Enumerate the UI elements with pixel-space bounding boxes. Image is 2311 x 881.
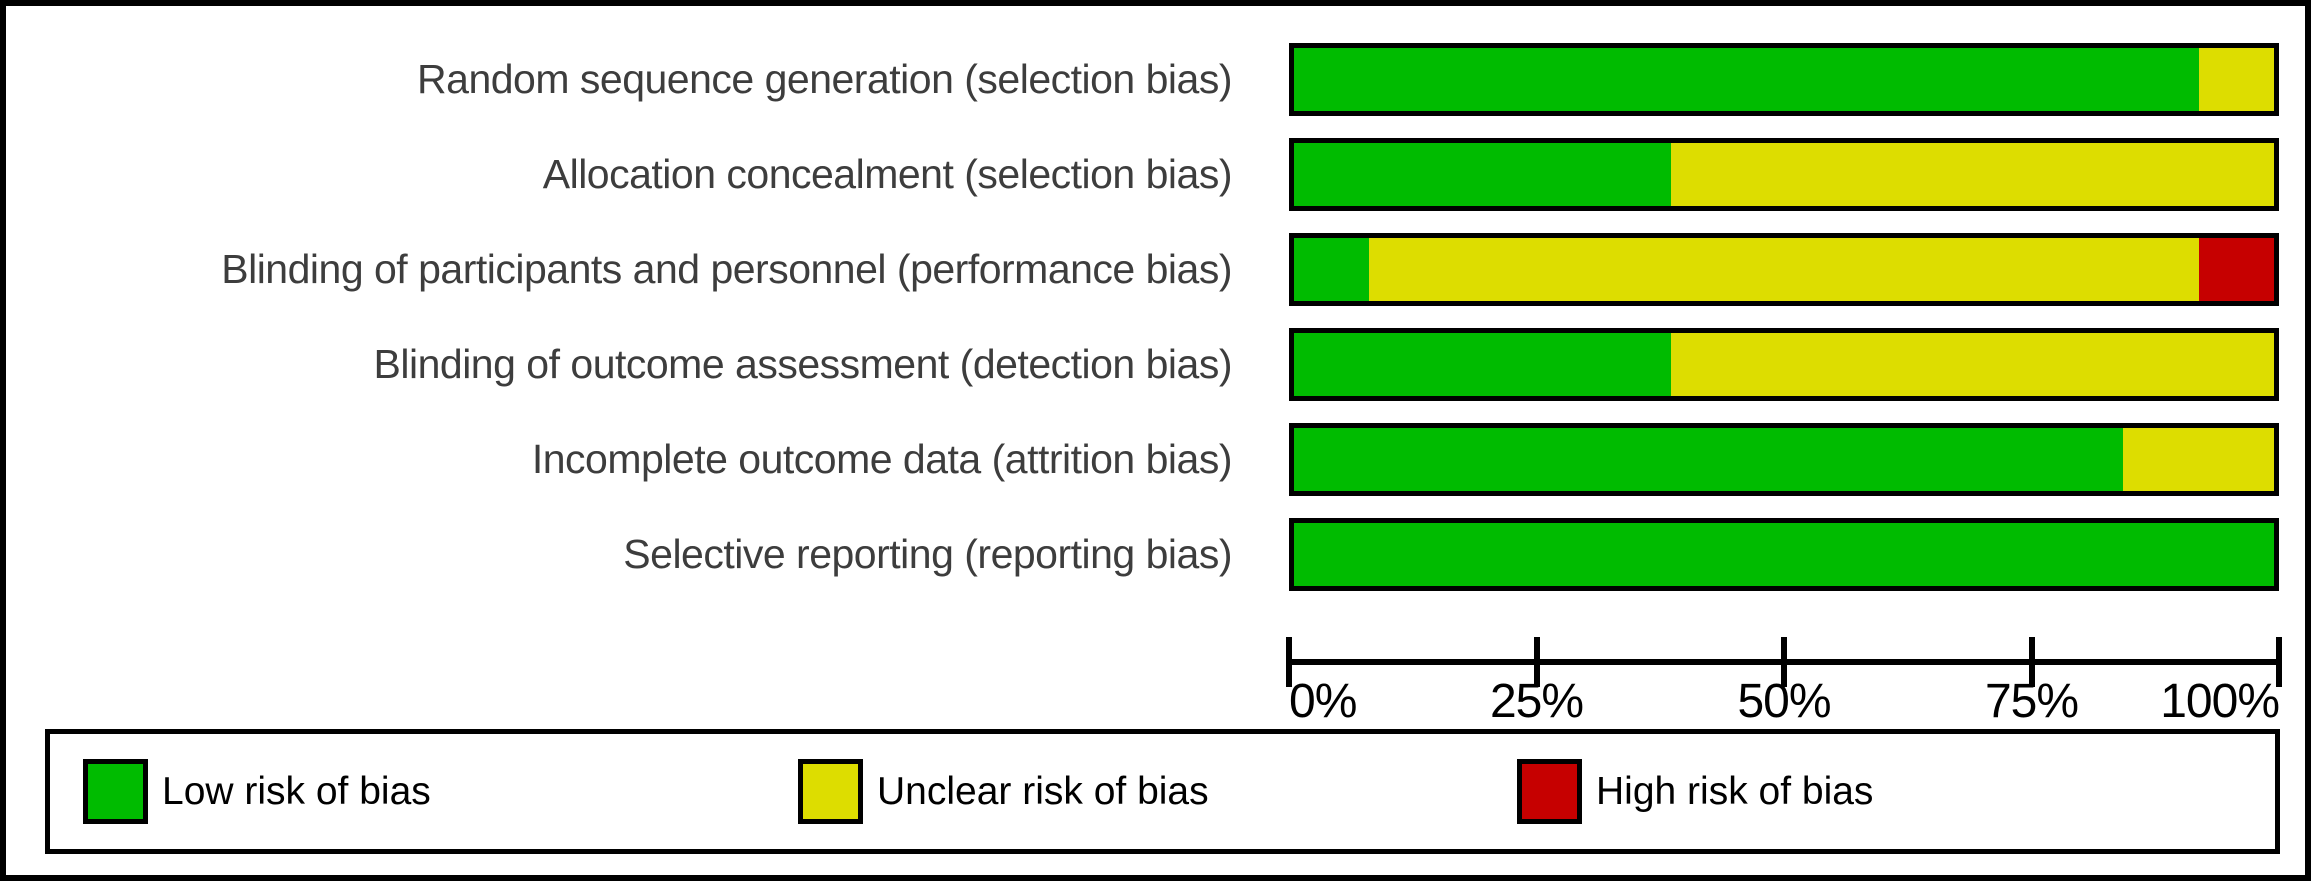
legend-item-unclear: Unclear risk of bias: [798, 734, 1209, 849]
stacked-bar: [1289, 328, 2279, 401]
bar-segment-unclear: [1671, 333, 2274, 396]
axis-tick: [1286, 637, 1292, 687]
bar-segment-high: [2198, 238, 2274, 301]
axis-tick-label: 25%: [1489, 675, 1584, 728]
row-label: Blinding of outcome assessment (detectio…: [373, 341, 1233, 387]
bar-segment-unclear: [2198, 48, 2274, 111]
bar-segment-low: [1294, 333, 1672, 396]
stacked-bar: [1289, 233, 2279, 306]
row-label: Random sequence generation (selection bi…: [417, 56, 1232, 102]
legend-swatch: [1517, 759, 1582, 824]
bar-segment-low: [1294, 523, 2274, 586]
legend-label: High risk of bias: [1596, 769, 1874, 813]
legend-swatch: [798, 759, 863, 824]
stacked-bar: [1289, 423, 2279, 496]
bar-segment-unclear: [1369, 238, 2199, 301]
legend-label: Low risk of bias: [162, 769, 431, 813]
bar-segment-low: [1294, 48, 2199, 111]
legend: Low risk of bias Unclear risk of bias High…: [45, 729, 2280, 854]
bar-segment-unclear: [1671, 143, 2274, 206]
axis-tick: [1781, 637, 1787, 687]
axis-tick-label: 0%: [1289, 675, 1357, 728]
row-label: Blinding of participants and personnel (…: [221, 246, 1232, 292]
bar-segment-unclear: [2123, 428, 2274, 491]
legend-item-low: Low risk of bias: [83, 734, 431, 849]
axis-tick-label: 50%: [1737, 675, 1831, 728]
bar-segment-low: [1294, 428, 2124, 491]
legend-item-high: High risk of bias: [1517, 734, 1873, 849]
axis-tick: [2028, 637, 2035, 687]
axis-tick: [2276, 637, 2282, 687]
bar-segment-low: [1294, 143, 1672, 206]
axis-tick: [1533, 637, 1540, 687]
legend-swatch: [83, 759, 148, 824]
stacked-bar: [1289, 43, 2279, 116]
bar-segment-low: [1294, 238, 1370, 301]
row-label: Selective reporting (reporting bias): [623, 531, 1232, 577]
row-label: Incomplete outcome data (attrition bias): [531, 436, 1233, 482]
stacked-bar: [1289, 518, 2279, 591]
axis-tick-label: 100%: [2160, 675, 2280, 728]
row-label: Allocation concealment (selection bias): [542, 151, 1233, 197]
axis-tick-label: 75%: [1984, 675, 2079, 728]
legend-label: Unclear risk of bias: [877, 769, 1209, 813]
stacked-bar: [1289, 138, 2279, 211]
